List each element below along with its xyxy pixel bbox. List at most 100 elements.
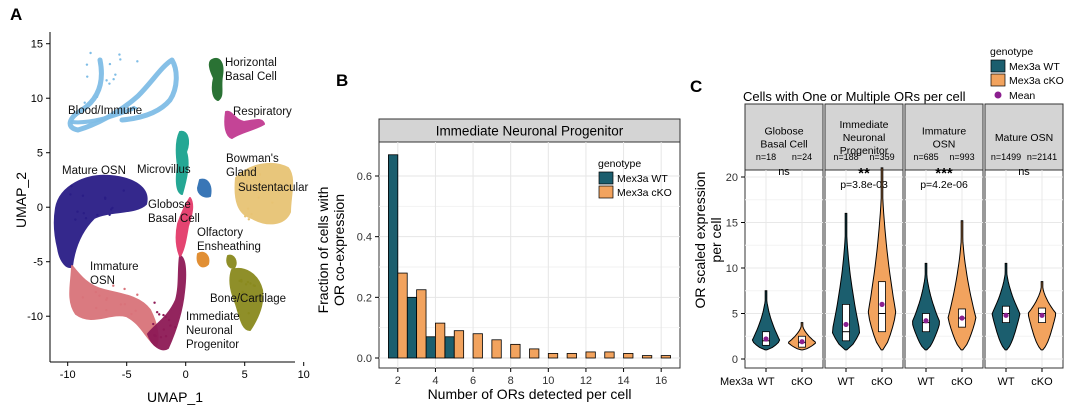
bar-cko-16 (660, 355, 671, 359)
facet-strip (824, 103, 904, 171)
facet-n-cko: n=2141 (1027, 152, 1057, 162)
bar-cko-6 (472, 333, 483, 359)
facet-x-label-cko: cKO (1031, 376, 1053, 388)
umap-x-label: UMAP_1 (147, 389, 203, 405)
umap-point (76, 210, 79, 213)
cluster-blood (67, 57, 179, 133)
facet-3: Mature OSN WT cKO (984, 103, 1064, 388)
cluster-sust (234, 162, 294, 225)
mean-dot (763, 336, 769, 342)
umap-point (254, 186, 258, 189)
facet-significance: *** (935, 165, 953, 182)
umap-point (89, 51, 92, 55)
umap-x-tick-label: -10 (60, 369, 76, 381)
label-inp-3: Progenitor (186, 339, 239, 351)
umap-point (86, 75, 89, 78)
umap-point (246, 295, 249, 298)
bar-cko-10 (547, 353, 559, 359)
panel-c-y-label-2: per cell (708, 217, 724, 262)
facet-strip-label: Globose (764, 126, 803, 138)
label-immature-1: Immature (90, 261, 139, 273)
bar-wt-4 (425, 336, 436, 359)
umap-point (246, 280, 250, 284)
label-gbc-1: Globose (148, 199, 191, 211)
umap-point (157, 313, 161, 316)
bar-cko-12 (585, 351, 596, 359)
panel-c-legend-mean-dot (994, 91, 1002, 99)
facet-strip-label: Mature OSN (995, 132, 1053, 144)
umap-point (258, 173, 262, 176)
bar-cko-14 (623, 353, 634, 359)
panel-b-legend-title: genotype (598, 158, 641, 170)
panel-c-y-tick-label: 15 (726, 218, 738, 230)
violin-wt (912, 262, 940, 351)
violin-cko (867, 167, 897, 351)
umap-x-tick-label: 10 (298, 369, 310, 381)
panel-b-x-tick-label: 6 (470, 375, 476, 387)
cluster-hbc (208, 58, 224, 101)
facet-n-cko: n=24 (792, 152, 812, 162)
panel-b-x-tick-label: 4 (432, 375, 438, 387)
bar-cko-5 (453, 330, 465, 359)
facet-x-label-wt: WT (837, 376, 854, 388)
panel-c-y-tick-label: 0 (732, 354, 738, 366)
umap-point (95, 95, 99, 99)
panel-b-y-label-2: OR co-expression (331, 194, 347, 306)
bar-wt-3 (406, 296, 418, 359)
umap-point (82, 212, 85, 215)
umap-point (130, 312, 133, 316)
violin-wt (831, 212, 861, 351)
mean-dot (799, 339, 805, 345)
umap-point (247, 312, 250, 315)
umap-point (74, 218, 77, 221)
umap-point (105, 79, 108, 82)
panel-b-x-tick-label: 8 (508, 375, 514, 387)
violin-cko (947, 220, 977, 351)
umap-point (81, 296, 85, 299)
panel-b-x-tick-label: 16 (655, 375, 667, 387)
umap-y-tick-label: -10 (27, 311, 43, 323)
mean-dot (923, 318, 929, 324)
facet-x-label-cko: cKO (871, 376, 893, 388)
cluster-bone (229, 268, 264, 331)
label-olf-2: Ensheathing (197, 241, 261, 253)
bar-cko-8 (510, 343, 521, 359)
label-hbc-2: Basal Cell (225, 71, 277, 83)
panel-c-title: Cells with One or Multiple ORs per cell (743, 89, 966, 104)
bar-cko-3 (416, 289, 427, 359)
umap-y-tick-label: 5 (37, 148, 43, 160)
umap-point (164, 315, 167, 319)
umap-point (111, 206, 114, 210)
umap-point (85, 63, 89, 66)
panel-c-legend-mean: Mean (1009, 90, 1035, 102)
panel-a-letter: A (10, 5, 22, 24)
umap-point (243, 215, 247, 218)
cluster-resp (224, 110, 265, 139)
umap-point (250, 213, 253, 216)
umap-x-tick-label: 5 (242, 369, 248, 381)
panel-b-x-label: Number of ORs detected per cell (428, 386, 632, 402)
umap-point (119, 303, 123, 306)
umap-point (159, 336, 163, 339)
facet-strip-label: Basal Cell (760, 139, 807, 151)
umap-x-tick-label: 0 (183, 369, 189, 381)
panel-b-x-tick-label: 10 (542, 375, 554, 387)
panel-b-grid (379, 142, 680, 368)
panel-c-legend-cko-swatch (990, 73, 1006, 87)
label-hbc-1: Horizontal (225, 57, 277, 69)
panel-b-x-tick-label: 12 (580, 375, 592, 387)
panel-c-y-tick-label: 5 (732, 309, 738, 321)
panel-c-x-prefix: Mex3a (720, 376, 754, 388)
umap-point (81, 194, 85, 197)
facet-strip-label: Immediate (839, 119, 888, 131)
cluster-inp (147, 255, 187, 351)
umap-point (69, 193, 72, 196)
umap-point (267, 182, 271, 186)
umap-point (155, 310, 159, 314)
umap-point (167, 318, 171, 322)
umap-point (169, 324, 172, 327)
umap-y-tick-label: 10 (31, 93, 43, 105)
facet-x-label-cko: cKO (791, 376, 813, 388)
cluster-olf (196, 251, 210, 268)
